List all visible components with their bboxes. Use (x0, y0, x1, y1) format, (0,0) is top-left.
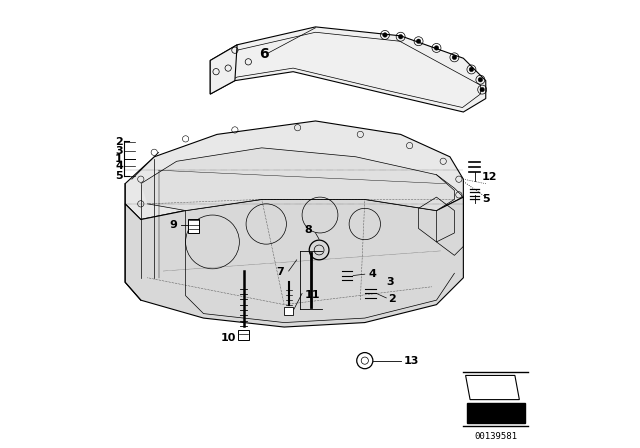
Polygon shape (125, 197, 463, 327)
Circle shape (469, 67, 474, 72)
Text: 3: 3 (115, 146, 123, 156)
Polygon shape (141, 148, 454, 211)
Circle shape (416, 39, 421, 43)
Text: 4: 4 (369, 269, 376, 279)
Circle shape (480, 87, 484, 92)
Polygon shape (467, 403, 525, 423)
Polygon shape (125, 121, 463, 220)
Text: 1: 1 (114, 154, 122, 164)
Circle shape (452, 55, 457, 60)
Polygon shape (210, 27, 486, 112)
Circle shape (398, 34, 403, 39)
Bar (188, 219, 199, 233)
Circle shape (435, 46, 439, 50)
Bar (284, 307, 293, 315)
Text: 7: 7 (276, 267, 284, 277)
Text: 5: 5 (482, 194, 490, 204)
Text: 10: 10 (220, 333, 236, 343)
Text: 6: 6 (259, 47, 269, 61)
Text: 4: 4 (115, 161, 123, 171)
Circle shape (383, 33, 387, 37)
Text: 00139581: 00139581 (474, 432, 517, 441)
Text: 13: 13 (403, 356, 419, 366)
Circle shape (478, 78, 483, 82)
Text: 8: 8 (305, 225, 312, 235)
Text: 3: 3 (387, 277, 394, 287)
Text: 11: 11 (305, 290, 320, 300)
Text: 2: 2 (388, 294, 396, 304)
Text: 2: 2 (115, 137, 123, 147)
Polygon shape (210, 45, 237, 94)
Polygon shape (466, 375, 520, 400)
Bar (239, 330, 249, 340)
Text: 12: 12 (482, 172, 498, 182)
Text: 9: 9 (170, 220, 177, 230)
Text: 5: 5 (115, 171, 123, 181)
